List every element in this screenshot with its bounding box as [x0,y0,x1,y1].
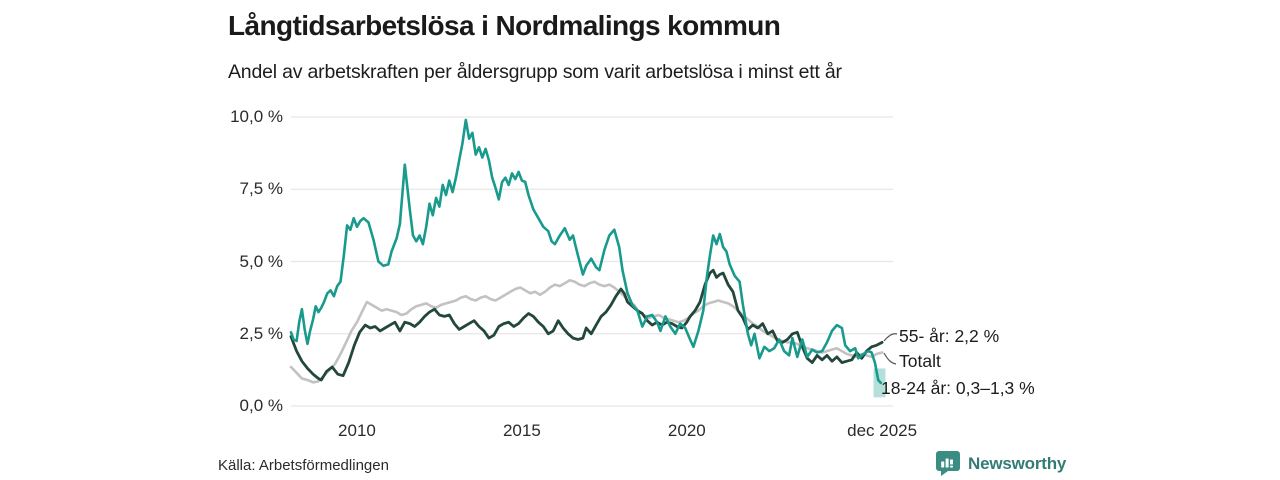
y-tick-label: 5,0 % [239,251,283,271]
x-tick-label: dec 2025 [847,421,918,440]
y-tick-label: 7,5 % [239,179,283,199]
x-tick-label: 2020 [667,421,706,440]
leader-line-55-plus [883,333,898,342]
page-title: Långtidsarbetslösa i Nordmalings kommun [228,10,781,41]
newsworthy-icon [936,451,960,476]
newsworthy-wordmark: Newsworthy [968,453,1067,473]
end-label-55-plus: 55- år: 2,2 % [899,326,1000,346]
leader-line-total [883,352,897,365]
x-tick-label: 2015 [502,421,541,440]
y-tick-label: 10,0 % [230,107,283,126]
y-tick-label: 0,0 % [239,396,283,415]
end-label-total: Totalt [899,351,941,371]
end-label-18-24: 18-24 år: 0,3–1,3 % [881,378,1035,398]
chart-subtitle: Andel av arbetskraften per åldersgrupp s… [228,61,842,83]
y-tick-label: 2,5 % [239,323,283,343]
series-line-55-r [289,268,884,382]
x-tick-label: 2010 [338,421,376,440]
newsworthy-logo: Newsworthy [935,450,1066,477]
source-note: Källa: Arbetsförmedlingen [218,457,389,474]
series-line-18-24-r [289,118,883,385]
